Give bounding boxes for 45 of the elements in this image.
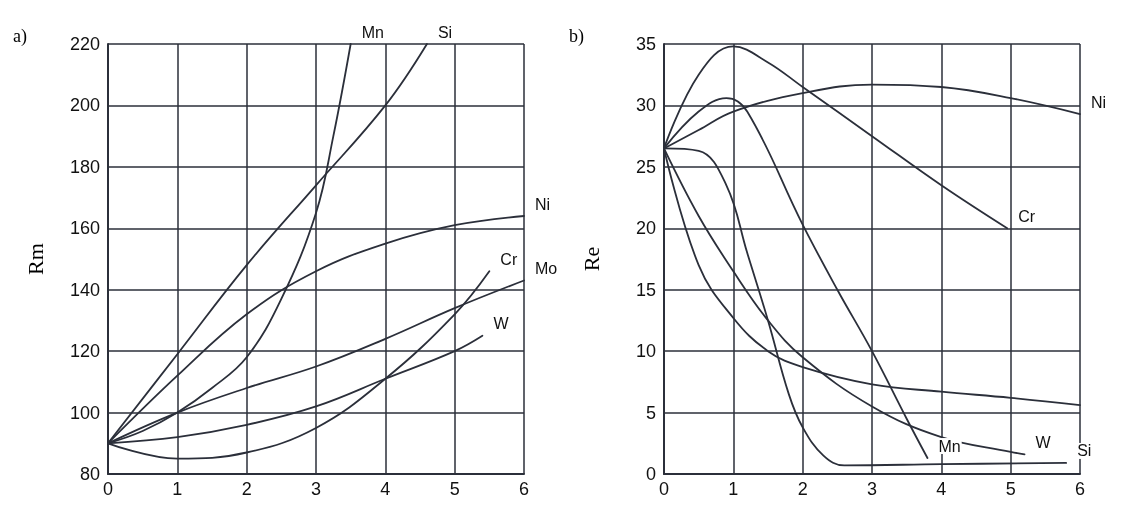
x-tick-label: 6	[518, 479, 530, 499]
y-tick-label: 200	[69, 95, 100, 116]
x-tick-label: 0	[102, 479, 114, 499]
x-tick-label: 5	[1005, 479, 1016, 499]
y-tick-label: 30	[635, 95, 656, 116]
x-tick-label: 3	[866, 479, 878, 499]
y-tick-label: 220	[69, 34, 100, 54]
series-label: Ni	[1091, 93, 1107, 111]
y-tick-label: 80	[79, 464, 100, 484]
chart-title: b)	[569, 26, 584, 47]
series-label: Si	[1077, 442, 1092, 460]
series-label: W	[1035, 433, 1052, 451]
x-tick-label: 4	[380, 479, 391, 499]
y-axis-title: Re	[578, 246, 604, 272]
series-label: Si	[437, 23, 453, 41]
x-tick-label: 6	[1074, 479, 1086, 499]
y-tick-label: 10	[635, 341, 656, 362]
x-tick-label: 0	[658, 479, 670, 499]
series-label: Ni	[535, 195, 551, 213]
x-tick-label: 3	[310, 479, 322, 499]
y-axis-title: Rm	[22, 243, 48, 275]
x-tick-label: 1	[728, 479, 739, 499]
chart-title: a)	[13, 26, 27, 47]
series-label: Cr	[500, 250, 518, 268]
y-tick-label: 140	[69, 279, 100, 300]
y-tick-label: 35	[635, 34, 656, 54]
x-tick-label: 2	[241, 479, 252, 499]
x-tick-label: 5	[449, 479, 460, 499]
x-tick-label: 4	[936, 479, 947, 499]
y-tick-label: 20	[635, 218, 656, 239]
y-tick-label: 180	[69, 156, 100, 177]
y-tick-label: 25	[635, 156, 656, 177]
y-tick-label: 120	[69, 341, 100, 362]
series-label: Mo	[535, 260, 558, 277]
series-label: Mn	[938, 437, 961, 455]
y-tick-label: 5	[645, 402, 656, 423]
y-tick-label: 0	[645, 464, 656, 484]
y-tick-label: 100	[69, 402, 100, 423]
y-tick-label: 160	[69, 218, 100, 239]
series-label: W	[493, 315, 510, 333]
y-tick-label: 15	[635, 279, 656, 300]
x-tick-label: 2	[797, 479, 808, 499]
x-tick-label: 1	[172, 479, 183, 499]
series-label: Cr	[1018, 207, 1036, 225]
series-label: Mn	[361, 23, 384, 41]
